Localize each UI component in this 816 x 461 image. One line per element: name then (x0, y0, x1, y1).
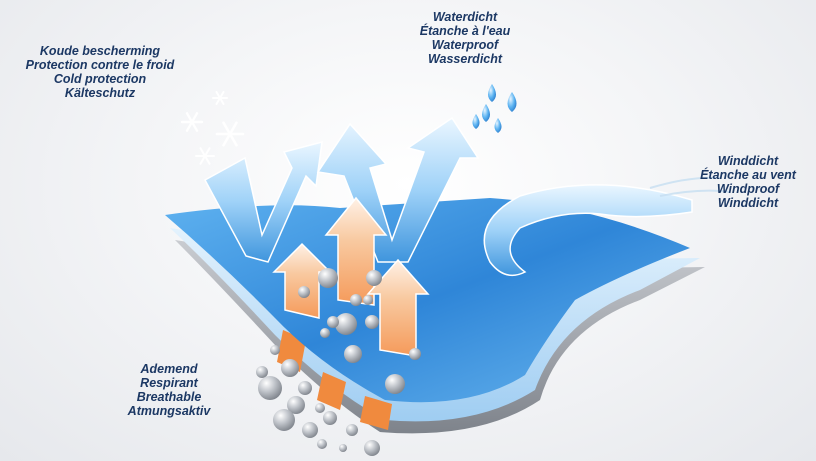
windproof-fr: Étanche au vent (700, 168, 796, 182)
windproof-de: Winddicht (717, 196, 779, 210)
breathable-en: Breathable (136, 390, 202, 404)
cold-protection-fr: Protection contre le froid (25, 58, 175, 72)
breathable-arrow (272, 242, 332, 319)
cold-protection-en: Cold protection (53, 72, 147, 86)
wind-streaks (649, 176, 731, 197)
snowflake-icon (195, 147, 215, 165)
cold-protection-de: Kälteschutz (64, 86, 136, 100)
cold-protection-nl: Koude bescherming (39, 44, 161, 58)
windproof-arrow (483, 184, 693, 277)
waterproof-fr: Étanche à l'eau (419, 24, 511, 38)
cold-protection-arrow (203, 140, 323, 263)
snowflake-icon (215, 121, 245, 147)
vapour-bubble-icon (256, 268, 421, 456)
windproof-nl: Winddicht (717, 154, 779, 168)
waterproof-arrow (316, 116, 480, 263)
breathable-arrow (366, 258, 430, 357)
waterproof-en: Waterproof (431, 38, 499, 52)
breathable-nl: Ademend (140, 362, 198, 376)
snowflake-icon (212, 91, 228, 105)
cold-protection-label: Koude bescherming Protection contre le f… (4, 44, 196, 100)
windproof-en: Windproof (716, 182, 780, 196)
windproof-label: Winddicht Étanche au vent Windproof Wind… (688, 154, 808, 210)
breathable-label: Ademend Respirant Breathable Atmungsakti… (110, 362, 228, 418)
waterproof-label: Waterdicht Étanche à l'eau Waterproof Wa… (405, 10, 525, 66)
waterproof-nl: Waterdicht (432, 10, 498, 24)
water-droplet-icon (472, 84, 517, 133)
snowflake-icon (180, 112, 204, 132)
waterproof-de: Wasserdicht (427, 52, 503, 66)
breathable-de: Atmungsaktiv (127, 404, 211, 418)
breathable-fr: Respirant (140, 376, 198, 390)
